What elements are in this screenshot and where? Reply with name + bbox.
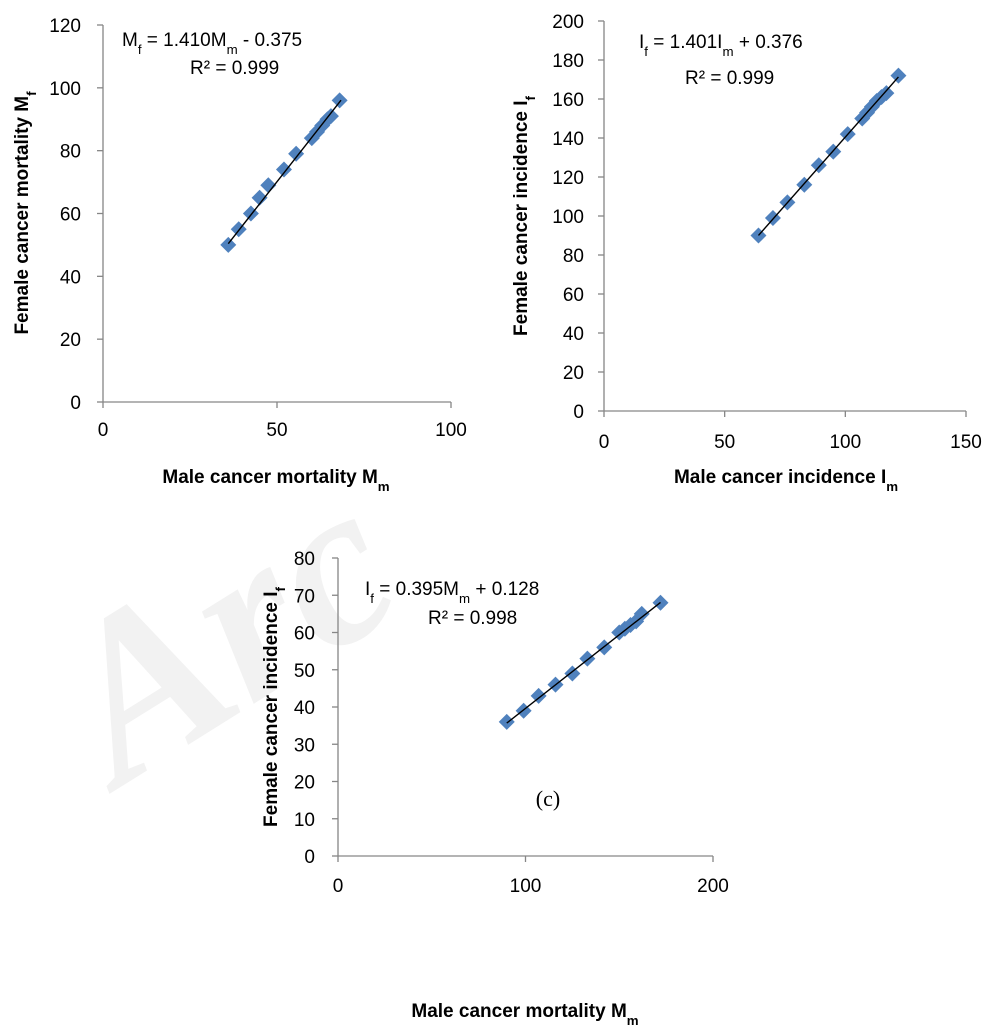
chart-a: 0 20 40 60 80 100 120 0 50 100 Male cancer mortali… [12, 16, 467, 494]
y-tick-label: 140 [552, 129, 584, 150]
y-tick-label: 100 [49, 79, 81, 100]
y-tick-label: 30 [294, 735, 315, 756]
data-point [498, 713, 515, 730]
chart-c: 0 10 20 30 40 50 60 70 80 0 100 200 Male cancer mort… [261, 549, 729, 1028]
y-tick-label: 70 [294, 586, 315, 607]
data-point [564, 665, 581, 682]
y-tick-label: 10 [294, 810, 315, 831]
data-point [275, 161, 292, 178]
data-point [890, 67, 907, 84]
data-point [288, 145, 305, 162]
y-tick-label: 50 [294, 661, 315, 682]
y-tick-label: 80 [563, 246, 584, 267]
trend-equation: If = 0.395Mm + 0.128 [365, 579, 539, 606]
trend-equation: If = 1.401Im + 0.376 [639, 32, 803, 59]
y-tick-label: 40 [294, 698, 315, 719]
y-tick-label: 80 [294, 549, 315, 570]
x-axis-title: Male cancer mortality Mm [411, 1001, 638, 1028]
y-tick-label: 20 [60, 330, 81, 351]
y-axis-title: Female cancer incidence If [261, 586, 288, 827]
y-tick-label: 100 [552, 207, 584, 228]
y-tick-label: 40 [60, 267, 81, 288]
data-point [878, 85, 895, 102]
x-tick-label: 150 [950, 432, 982, 453]
y-tick-label: 120 [49, 16, 81, 37]
r-squared: R² = 0.999 [190, 58, 279, 79]
data-point [530, 687, 547, 704]
data-point [260, 177, 277, 194]
data-point [322, 108, 339, 125]
x-tick-label: 100 [829, 432, 861, 453]
data-point [331, 92, 348, 109]
data-point [810, 157, 827, 174]
y-tick-label: 60 [60, 205, 81, 226]
trend-equation: Mf = 1.410Mm - 0.375 [122, 30, 302, 57]
trendline [757, 76, 899, 236]
x-tick-label: 50 [714, 432, 735, 453]
y-axis-title: Female cancer incidence If [511, 95, 538, 336]
chart-b: 0 20 40 60 80 100 120 140 160 180 200 0 50 100 150 Male… [511, 12, 982, 494]
x-tick-label: 0 [98, 420, 109, 441]
data-point [220, 236, 237, 253]
y-tick-label: 180 [552, 51, 584, 72]
r-squared: R² = 0.999 [685, 68, 774, 89]
y-tick-label: 80 [60, 142, 81, 163]
y-tick-label: 0 [304, 847, 315, 868]
y-tick-label: 60 [294, 624, 315, 645]
y-tick-label: 200 [552, 12, 584, 33]
data-point [251, 189, 268, 206]
x-tick-label: 100 [510, 876, 542, 897]
y-tick-label: 0 [70, 393, 81, 414]
data-point [633, 605, 650, 622]
y-tick-label: 160 [552, 90, 584, 111]
x-tick-label: 50 [266, 420, 287, 441]
y-tick-label: 20 [563, 363, 584, 384]
y-tick-label: 60 [563, 285, 584, 306]
r-squared: R² = 0.998 [428, 608, 517, 629]
x-tick-label: 100 [435, 420, 467, 441]
trendline [506, 601, 661, 724]
x-tick-label: 200 [697, 876, 729, 897]
x-axis-title: Male cancer mortality Mm [162, 467, 389, 494]
watermark: Arc [1, 431, 439, 836]
panel-label: (c) [536, 786, 560, 811]
x-tick-label: 0 [599, 432, 610, 453]
y-axis-title: Female cancer mortality Mf [12, 91, 39, 335]
y-tick-label: 40 [563, 324, 584, 345]
trendline [227, 99, 342, 245]
x-axis-title: Male cancer incidence Im [674, 467, 898, 494]
y-tick-label: 0 [573, 402, 584, 423]
y-tick-label: 20 [294, 773, 315, 794]
y-tick-label: 120 [552, 168, 584, 189]
x-tick-label: 0 [333, 876, 344, 897]
